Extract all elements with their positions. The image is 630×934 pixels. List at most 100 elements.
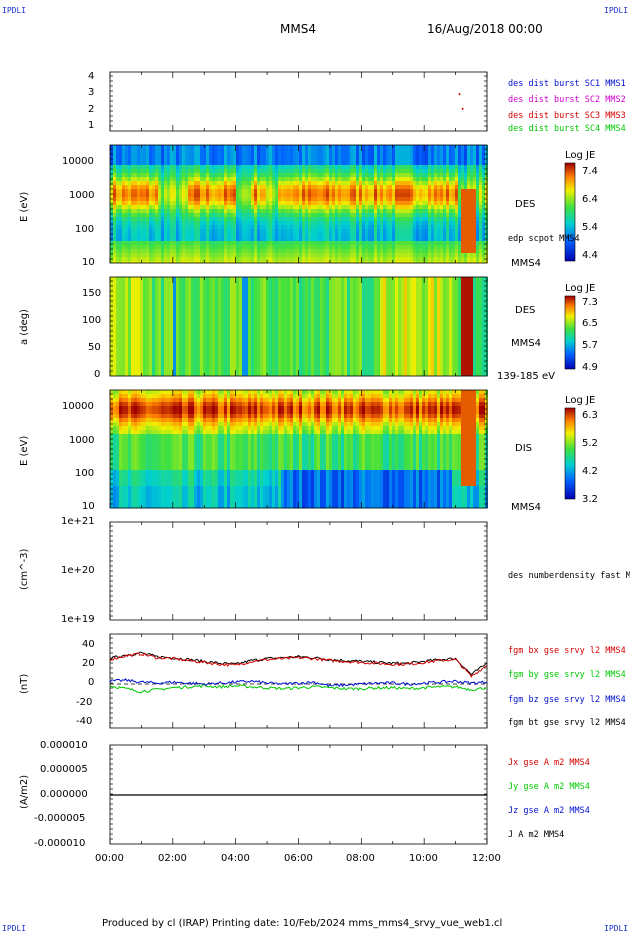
spectrogram-cell [350,261,353,264]
spectrogram-cell [221,213,224,218]
spectrogram-cell [317,229,320,234]
spectrogram-cell [182,257,185,262]
spectrogram-cell [305,205,308,210]
spectrogram-cell [365,149,368,154]
spectrogram-cell [206,193,209,198]
spectrogram-cell [152,229,155,234]
spectrogram-cell [473,157,476,162]
spectrogram-cell [221,309,224,314]
spectrogram-cell [350,153,353,158]
spectrogram-cell [218,245,221,250]
spectrogram-cell [128,157,131,162]
spectrogram-cell [380,153,383,158]
spectrogram-cell [287,185,290,190]
spectrogram-cell [128,213,131,218]
spectrogram-cell [344,261,347,264]
spectrogram-cell [185,241,188,246]
spectrogram-cell [302,197,305,202]
spectrogram-cell [389,161,392,166]
spectrogram-cell [323,237,326,242]
spectrogram-cell [389,149,392,154]
spectrogram-cell [287,165,290,170]
spectrogram-cell [260,169,263,174]
spectrogram-cell [344,229,347,234]
spectrogram-cell [185,209,188,214]
spectrogram-cell [236,229,239,234]
spectrogram-cell [185,157,188,162]
spectrogram-cell [239,249,242,254]
spectrogram-cell [485,253,488,258]
spectrogram-cell [260,205,263,210]
spectrogram-cell [347,257,350,262]
spectrogram-cell [179,293,182,298]
spectrogram-cell [482,261,485,264]
spectrogram-cell [317,245,320,250]
spectrogram-cell [224,373,227,377]
spectrogram-cell [227,261,230,264]
spectrogram-cell [380,145,383,150]
spectrogram-cell [266,257,269,262]
spectrogram-cell [428,241,431,246]
spectrogram-cell [209,177,212,182]
spectrogram-cell [350,197,353,202]
spectrogram-cell [455,197,458,202]
spectrogram-cell [212,289,215,294]
spectrogram-cell [320,181,323,186]
spectrogram-cell [161,233,164,238]
spectrogram-cell [482,241,485,246]
spectrogram-cell [362,205,365,210]
spectrogram-cell [326,165,329,170]
spectrogram-cell [263,165,266,170]
spectrogram-cell [149,337,152,342]
spectrogram-cell [428,229,431,234]
spectrogram-cell [191,153,194,158]
spectrogram-cell [119,241,122,246]
spectrogram-cell [266,261,269,264]
spectrogram-cell [131,337,134,342]
spectrogram-cell [140,177,143,182]
spectrogram-cell [197,189,200,194]
spectrogram-cell [173,225,176,230]
spectrogram-cell [125,245,128,250]
spectrogram-cell [140,217,143,222]
spectrogram-cell [119,225,122,230]
spectrogram-cell [191,241,194,246]
spectrogram-cell [443,213,446,218]
spectrogram-cell [128,373,131,377]
spectrogram-cell [110,209,113,214]
spectrogram-cell [236,281,239,286]
spectrogram-cell [155,313,158,318]
spectrogram-cell [482,169,485,174]
spectrogram-cell [365,225,368,230]
spectrogram-cell [254,277,257,282]
spectrogram-cell [197,373,200,377]
spectrogram-cell [449,201,452,206]
spectrogram-cell [146,309,149,314]
spectrogram-cell [386,153,389,158]
spectrogram-cell [227,161,230,166]
spectrogram-cell [164,321,167,326]
spectrogram-cell [182,153,185,158]
spectrogram-cell [215,365,218,370]
spectrogram-cell [431,153,434,158]
spectrogram-cell [143,241,146,246]
spectrogram-cell [128,297,131,302]
spectrogram-cell [311,185,314,190]
spectrogram-cell [218,201,221,206]
spectrogram-cell [209,329,212,334]
spectrogram-cell [224,209,227,214]
spectrogram-cell [266,205,269,210]
spectrogram-cell [362,165,365,170]
spectrogram-cell [206,169,209,174]
spectrogram-cell [167,313,170,318]
spectrogram-cell [422,229,425,234]
spectrogram-cell [290,241,293,246]
spectrogram-cell [380,237,383,242]
spectrogram-cell [356,173,359,178]
spectrogram-cell [452,157,455,162]
spectrogram-cell [365,217,368,222]
spectrogram-cell [446,261,449,264]
spectrogram-cell [224,241,227,246]
spectrogram-cell [209,325,212,330]
spectrogram-cell [113,153,116,158]
